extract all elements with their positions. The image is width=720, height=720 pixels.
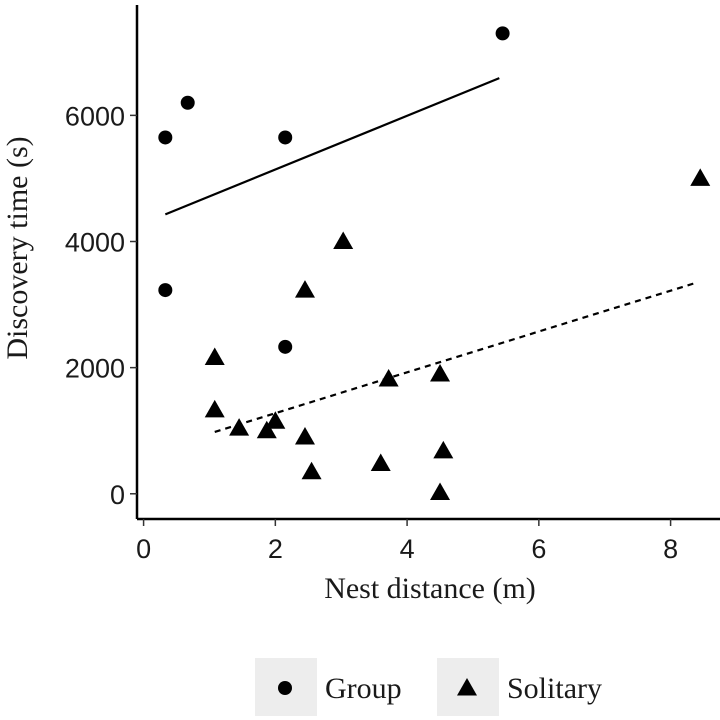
- solitary-point: [378, 368, 399, 387]
- x-tick-label: 4: [400, 534, 415, 564]
- y-tick-label: 4000: [65, 228, 125, 258]
- solitary-trend-line: [214, 281, 698, 434]
- group-point: [495, 26, 510, 41]
- solitary-point: [294, 280, 315, 298]
- solitary-point: [204, 399, 225, 418]
- x-tick-label: 2: [268, 534, 283, 564]
- group-point: [278, 339, 293, 354]
- solitary-point: [430, 482, 451, 501]
- solitary-point: [204, 347, 225, 366]
- solitary-point: [229, 418, 250, 436]
- solitary-point: [294, 427, 315, 445]
- solitary-point: [690, 168, 711, 186]
- group-point: [278, 130, 293, 145]
- group-point: [158, 130, 173, 145]
- group-legend-label: Group: [325, 672, 402, 705]
- y-tick-label: 6000: [65, 101, 125, 131]
- solitary-point: [265, 411, 286, 429]
- x-axis: 0 2 4 6 8: [136, 517, 720, 564]
- x-tick-label: 0: [136, 534, 151, 564]
- x-axis-title: Nest distance (m): [324, 572, 536, 605]
- solitary-point: [333, 231, 354, 250]
- x-tick-label: 6: [531, 534, 546, 564]
- group-point: [180, 95, 195, 110]
- x-tick-label: 8: [663, 534, 678, 564]
- solitary-point: [256, 420, 277, 439]
- solitary-point: [430, 363, 451, 382]
- legend: Group Solitary: [255, 658, 602, 716]
- group-point: [158, 283, 173, 298]
- solitary-point: [301, 461, 322, 480]
- y-axis: 0 2000 4000 6000: [65, 5, 139, 519]
- group-trend-line: [164, 77, 500, 216]
- plot-area: [158, 26, 711, 501]
- y-tick-label: 0: [110, 480, 125, 510]
- solitary-point: [433, 440, 454, 459]
- solitary-legend-marker: [457, 678, 477, 696]
- group-legend-marker: [278, 681, 292, 695]
- solitary-point: [370, 453, 391, 472]
- y-axis-title: Discovery time (s): [1, 136, 34, 359]
- solitary-legend-label: Solitary: [507, 672, 602, 705]
- y-tick-label: 2000: [65, 354, 125, 384]
